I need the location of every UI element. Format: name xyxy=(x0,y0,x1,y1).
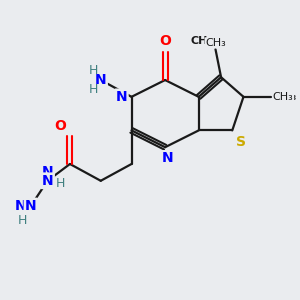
Text: N: N xyxy=(25,199,37,213)
Text: H: H xyxy=(89,83,98,96)
Text: N: N xyxy=(95,73,106,87)
Text: H: H xyxy=(18,214,28,227)
Text: S: S xyxy=(236,135,247,148)
Text: N: N xyxy=(162,152,174,165)
Text: N: N xyxy=(42,165,53,179)
Text: CH₃: CH₃ xyxy=(205,38,226,48)
Text: N: N xyxy=(15,199,27,213)
Text: H: H xyxy=(89,64,98,77)
Text: CH₃: CH₃ xyxy=(273,92,294,102)
Text: N: N xyxy=(42,174,53,188)
Text: CH₃: CH₃ xyxy=(274,92,296,102)
Text: N: N xyxy=(116,90,127,104)
Text: CH₃: CH₃ xyxy=(190,36,213,46)
Text: O: O xyxy=(54,119,66,133)
Text: O: O xyxy=(159,34,171,48)
Text: H: H xyxy=(56,177,65,190)
